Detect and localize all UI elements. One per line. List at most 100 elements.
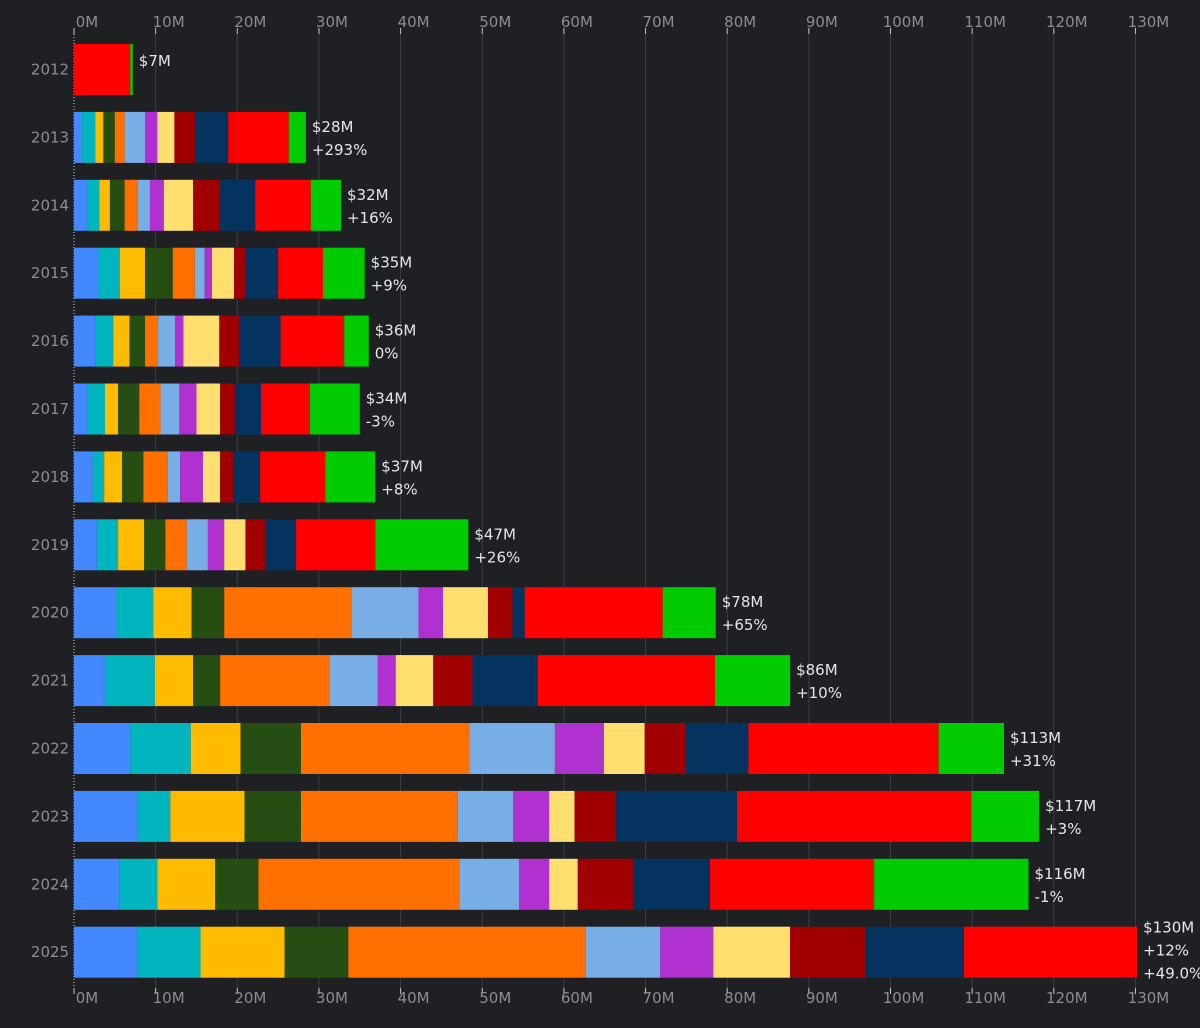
bar-segment bbox=[662, 587, 716, 639]
bar-segment bbox=[74, 519, 97, 571]
bar-segment bbox=[469, 723, 555, 774]
year-label: 2013 bbox=[31, 128, 69, 146]
bar-labels: $7M $28M +293% $32M +16% $35M +9% $36M 0% $34M -3%… bbox=[139, 52, 1200, 983]
bar-segment bbox=[74, 587, 117, 639]
change-label: -3% bbox=[366, 413, 395, 431]
bar-segment bbox=[157, 858, 216, 910]
bar-segment bbox=[87, 179, 100, 231]
bar-segment bbox=[183, 315, 220, 367]
bar-row-2022 bbox=[74, 723, 1004, 774]
bar-segment bbox=[238, 315, 281, 367]
bar-segment bbox=[518, 858, 550, 910]
bar-segment bbox=[224, 587, 352, 639]
bar-segment bbox=[323, 247, 365, 299]
bar-segment bbox=[104, 451, 123, 503]
bar-segment bbox=[96, 519, 119, 571]
bar-segment bbox=[938, 723, 1004, 774]
bar-segment bbox=[288, 111, 306, 163]
bar-segment bbox=[574, 790, 617, 842]
bar-segment bbox=[280, 315, 345, 367]
change-label: +8% bbox=[381, 480, 417, 498]
x-tick-label: 120M bbox=[1046, 989, 1088, 1007]
x-tick-label: 40M bbox=[398, 989, 430, 1007]
x-tick-label: 110M bbox=[964, 13, 1006, 31]
bar-segment bbox=[375, 519, 469, 571]
x-tick-label: 120M bbox=[1046, 13, 1088, 31]
bar-segment bbox=[118, 519, 145, 571]
bar-segment bbox=[74, 383, 88, 435]
bar-segment bbox=[228, 111, 289, 163]
bar-segment bbox=[234, 383, 261, 435]
bar-segment bbox=[633, 858, 711, 910]
bar-segment bbox=[278, 247, 324, 299]
bar-segment bbox=[258, 858, 460, 910]
bar-segment bbox=[194, 247, 205, 299]
year-label: 2025 bbox=[31, 943, 69, 961]
change-label: +65% bbox=[722, 616, 768, 634]
year-label: 2023 bbox=[31, 807, 69, 825]
bar-segment bbox=[260, 383, 310, 435]
bar-segment bbox=[971, 790, 1040, 842]
bar-row-2024 bbox=[74, 858, 1029, 910]
bar-row-2019 bbox=[74, 519, 469, 571]
bar-segment bbox=[74, 111, 83, 163]
bar-segment bbox=[963, 926, 1138, 978]
bar-segment bbox=[170, 790, 245, 842]
year-label: 2019 bbox=[31, 536, 69, 554]
bar-segment bbox=[790, 926, 866, 978]
bar-segment bbox=[74, 247, 99, 299]
total-label: $36M bbox=[375, 322, 417, 340]
bar-segment bbox=[513, 790, 550, 842]
bar-segment bbox=[137, 926, 201, 978]
bar-segment bbox=[82, 111, 96, 163]
x-tick-label: 90M bbox=[806, 989, 838, 1007]
bar-segment bbox=[255, 179, 311, 231]
bar-segment bbox=[193, 655, 221, 707]
bar-segment bbox=[714, 655, 791, 707]
year-label: 2024 bbox=[31, 875, 69, 893]
bar-segment bbox=[190, 723, 241, 774]
bar-segment bbox=[577, 858, 634, 910]
bar-segment bbox=[616, 790, 737, 842]
bar-segment bbox=[74, 44, 131, 95]
bar-segment bbox=[585, 926, 661, 978]
bar-segment bbox=[310, 179, 341, 231]
x-tick-label: 70M bbox=[643, 13, 675, 31]
bar-segment bbox=[240, 723, 301, 774]
x-tick-label: 60M bbox=[561, 13, 593, 31]
x-tick-label: 0M bbox=[76, 989, 99, 1007]
bar-segment bbox=[95, 315, 114, 367]
bar-segment bbox=[175, 315, 184, 367]
total-label: $7M bbox=[139, 52, 171, 70]
bar-segment bbox=[116, 587, 154, 639]
change-label: +26% bbox=[474, 548, 520, 566]
bar-segment bbox=[234, 247, 246, 299]
bar-segment bbox=[874, 858, 1029, 910]
bar-row-2017 bbox=[74, 383, 360, 435]
bar-segment bbox=[99, 179, 110, 231]
x-tick-label: 80M bbox=[724, 13, 756, 31]
bar-segment bbox=[260, 451, 326, 503]
bar-segment bbox=[537, 655, 715, 707]
year-label: 2017 bbox=[31, 400, 69, 418]
year-label: 2016 bbox=[31, 332, 69, 350]
bar-segment bbox=[211, 247, 235, 299]
bar-segment bbox=[549, 790, 575, 842]
bar-segment bbox=[119, 858, 158, 910]
x-tick-label: 30M bbox=[316, 13, 348, 31]
bar-segment bbox=[300, 790, 458, 842]
bar-segment bbox=[130, 44, 133, 95]
x-tick-label: 20M bbox=[234, 989, 266, 1007]
bar-segment bbox=[220, 383, 235, 435]
change-label: +3% bbox=[1045, 820, 1081, 838]
bar-segment bbox=[524, 587, 663, 639]
bar-segment bbox=[98, 247, 120, 299]
bar-segment bbox=[512, 587, 525, 639]
year-label: 2018 bbox=[31, 468, 69, 486]
bar-segment bbox=[685, 723, 749, 774]
change-label: +293% bbox=[312, 141, 367, 159]
bar-segment bbox=[736, 790, 972, 842]
x-tick-label: 30M bbox=[316, 989, 348, 1007]
x-tick-label: 100M bbox=[883, 989, 925, 1007]
bar-segment bbox=[204, 247, 212, 299]
